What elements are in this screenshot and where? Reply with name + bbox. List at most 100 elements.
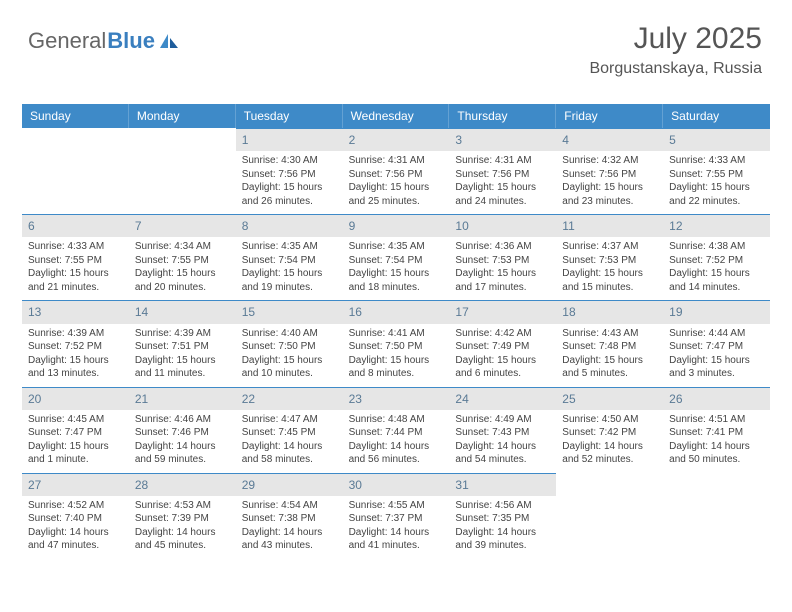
day-cell: 2Sunrise: 4:31 AMSunset: 7:56 PMDaylight…: [343, 128, 450, 214]
daylight: Daylight: 15 hours and 22 minutes.: [669, 181, 764, 208]
sunset: Sunset: 7:44 PM: [349, 426, 444, 440]
day-body: Sunrise: 4:37 AMSunset: 7:53 PMDaylight:…: [556, 237, 663, 300]
sunrise: Sunrise: 4:54 AM: [242, 499, 337, 513]
daylight: Daylight: 15 hours and 13 minutes.: [28, 354, 123, 381]
sunset: Sunset: 7:38 PM: [242, 512, 337, 526]
day-cell: 15Sunrise: 4:40 AMSunset: 7:50 PMDayligh…: [236, 300, 343, 386]
daylight: Daylight: 14 hours and 56 minutes.: [349, 440, 444, 467]
sunset: Sunset: 7:55 PM: [669, 168, 764, 182]
dow-cell: Wednesday: [343, 104, 450, 128]
day-number: 14: [129, 300, 236, 323]
location: Borgustanskaya, Russia: [589, 60, 762, 78]
day-cell: ..: [663, 473, 770, 559]
day-body: Sunrise: 4:39 AMSunset: 7:51 PMDaylight:…: [129, 324, 236, 387]
sunrise: Sunrise: 4:42 AM: [455, 327, 550, 341]
sunrise: Sunrise: 4:47 AM: [242, 413, 337, 427]
sunrise: Sunrise: 4:30 AM: [242, 154, 337, 168]
day-cell: 14Sunrise: 4:39 AMSunset: 7:51 PMDayligh…: [129, 300, 236, 386]
day-body: Sunrise: 4:39 AMSunset: 7:52 PMDaylight:…: [22, 324, 129, 387]
daylight: Daylight: 15 hours and 26 minutes.: [242, 181, 337, 208]
sunset: Sunset: 7:46 PM: [135, 426, 230, 440]
sunrise: Sunrise: 4:51 AM: [669, 413, 764, 427]
sunrise: Sunrise: 4:45 AM: [28, 413, 123, 427]
daylight: Daylight: 15 hours and 8 minutes.: [349, 354, 444, 381]
sunset: Sunset: 7:45 PM: [242, 426, 337, 440]
header-right: July 2025 Borgustanskaya, Russia: [589, 22, 762, 78]
day-cell: 5 Sunrise: 4:33 AMSunset: 7:55 PMDaylight…: [663, 128, 770, 214]
daylight: Daylight: 15 hours and 3 minutes.: [669, 354, 764, 381]
sunrise: Sunrise: 4:35 AM: [349, 240, 444, 254]
daylight: Daylight: 14 hours and 45 minutes.: [135, 526, 230, 553]
day-cell: ..: [129, 128, 236, 214]
sunset: Sunset: 7:56 PM: [562, 168, 657, 182]
day-number: 5: [663, 128, 770, 151]
day-number: 8: [236, 214, 343, 237]
day-body: Sunrise: 4:46 AMSunset: 7:46 PMDaylight:…: [129, 410, 236, 473]
day-number: 24: [449, 387, 556, 410]
day-number: 20: [22, 387, 129, 410]
sunrise: Sunrise: 4:48 AM: [349, 413, 444, 427]
daylight: Daylight: 15 hours and 6 minutes.: [455, 354, 550, 381]
sunrise: Sunrise: 4:49 AM: [455, 413, 550, 427]
dow-cell: Friday: [556, 104, 663, 128]
day-number: 6: [22, 214, 129, 237]
sunrise: Sunrise: 4:52 AM: [28, 499, 123, 513]
sunset: Sunset: 7:41 PM: [669, 426, 764, 440]
sunrise: Sunrise: 4:39 AM: [135, 327, 230, 341]
sunset: Sunset: 7:50 PM: [349, 340, 444, 354]
day-number: 19: [663, 300, 770, 323]
sunset: Sunset: 7:35 PM: [455, 512, 550, 526]
day-body: Sunrise: 4:53 AMSunset: 7:39 PMDaylight:…: [129, 496, 236, 559]
day-cell: 1Sunrise: 4:30 AMSunset: 7:56 PMDaylight…: [236, 128, 343, 214]
day-number: 21: [129, 387, 236, 410]
day-cell: 3Sunrise: 4:31 AMSunset: 7:56 PMDaylight…: [449, 128, 556, 214]
sunrise: Sunrise: 4:56 AM: [455, 499, 550, 513]
daylight: Daylight: 15 hours and 21 minutes.: [28, 267, 123, 294]
day-cell: 28Sunrise: 4:53 AMSunset: 7:39 PMDayligh…: [129, 473, 236, 559]
week-row: ....1Sunrise: 4:30 AMSunset: 7:56 PMDayl…: [22, 128, 770, 214]
sunrise: Sunrise: 4:55 AM: [349, 499, 444, 513]
daylight: Daylight: 15 hours and 24 minutes.: [455, 181, 550, 208]
day-cell: 22Sunrise: 4:47 AMSunset: 7:45 PMDayligh…: [236, 387, 343, 473]
day-body: Sunrise: 4:33 AMSunset: 7:55 PMDaylight:…: [22, 237, 129, 300]
day-number: 2: [343, 128, 450, 151]
sunrise: Sunrise: 4:33 AM: [669, 154, 764, 168]
day-cell: 17Sunrise: 4:42 AMSunset: 7:49 PMDayligh…: [449, 300, 556, 386]
day-number: 11: [556, 214, 663, 237]
dow-cell: Monday: [129, 104, 236, 128]
sunrise: Sunrise: 4:39 AM: [28, 327, 123, 341]
day-body: Sunrise: 4:52 AMSunset: 7:40 PMDaylight:…: [22, 496, 129, 559]
sunset: Sunset: 7:55 PM: [28, 254, 123, 268]
day-number: 13: [22, 300, 129, 323]
sunrise: Sunrise: 4:50 AM: [562, 413, 657, 427]
daylight: Daylight: 15 hours and 23 minutes.: [562, 181, 657, 208]
day-number: 25: [556, 387, 663, 410]
sunset: Sunset: 7:49 PM: [455, 340, 550, 354]
sunrise: Sunrise: 4:37 AM: [562, 240, 657, 254]
sunset: Sunset: 7:47 PM: [669, 340, 764, 354]
sunset: Sunset: 7:43 PM: [455, 426, 550, 440]
logo-text-blue: Blue: [107, 28, 155, 54]
daylight: Daylight: 15 hours and 10 minutes.: [242, 354, 337, 381]
day-number: 15: [236, 300, 343, 323]
day-cell: 6Sunrise: 4:33 AMSunset: 7:55 PMDaylight…: [22, 214, 129, 300]
day-number: 1: [236, 128, 343, 151]
day-cell: 23Sunrise: 4:48 AMSunset: 7:44 PMDayligh…: [343, 387, 450, 473]
month-title: July 2025: [589, 22, 762, 56]
day-body: Sunrise: 4:36 AMSunset: 7:53 PMDaylight:…: [449, 237, 556, 300]
sunset: Sunset: 7:47 PM: [28, 426, 123, 440]
dow-cell: Saturday: [663, 104, 770, 128]
daylight: Daylight: 15 hours and 18 minutes.: [349, 267, 444, 294]
day-cell: 16Sunrise: 4:41 AMSunset: 7:50 PMDayligh…: [343, 300, 450, 386]
day-body: Sunrise: 4:38 AMSunset: 7:52 PMDaylight:…: [663, 237, 770, 300]
day-body: Sunrise: 4:54 AMSunset: 7:38 PMDaylight:…: [236, 496, 343, 559]
day-cell: 30Sunrise: 4:55 AMSunset: 7:37 PMDayligh…: [343, 473, 450, 559]
sunrise: Sunrise: 4:53 AM: [135, 499, 230, 513]
week-row: 27Sunrise: 4:52 AMSunset: 7:40 PMDayligh…: [22, 473, 770, 559]
day-cell: 25Sunrise: 4:50 AMSunset: 7:42 PMDayligh…: [556, 387, 663, 473]
weeks-container: ....1Sunrise: 4:30 AMSunset: 7:56 PMDayl…: [22, 128, 770, 559]
day-cell: 21Sunrise: 4:46 AMSunset: 7:46 PMDayligh…: [129, 387, 236, 473]
sunrise: Sunrise: 4:35 AM: [242, 240, 337, 254]
logo-text-general: General: [28, 28, 106, 54]
sunset: Sunset: 7:50 PM: [242, 340, 337, 354]
